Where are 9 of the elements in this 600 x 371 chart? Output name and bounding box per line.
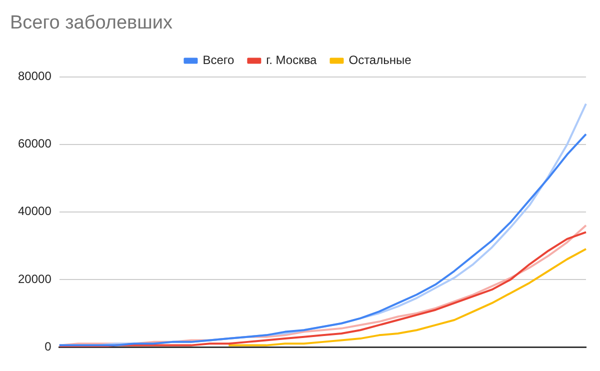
- y-tick-label: 20000: [18, 272, 52, 286]
- y-tick-label: 80000: [18, 69, 52, 84]
- legend-label: Остальные: [348, 53, 412, 68]
- y-tick-label: 40000: [18, 204, 52, 218]
- legend-label: Всего: [202, 53, 235, 68]
- y-tick-label: 0: [44, 339, 52, 354]
- chart-title: Всего заболевших: [10, 12, 174, 34]
- legend-label: г. Москва: [266, 53, 318, 68]
- y-tick-label: 60000: [18, 136, 52, 151]
